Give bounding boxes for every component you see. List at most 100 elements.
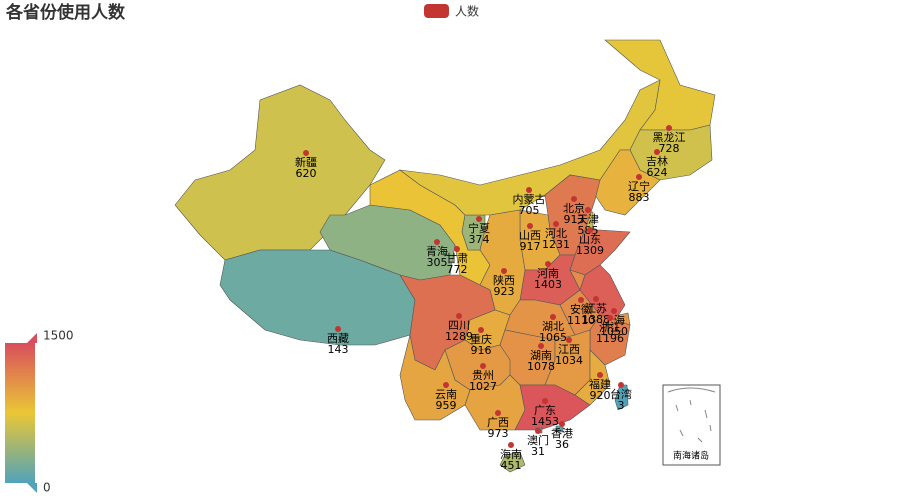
visual-map-handle xyxy=(27,483,37,493)
south-sea-inset: 南海诸岛 xyxy=(662,384,721,466)
province xyxy=(604,39,716,131)
province-name: 北京 xyxy=(563,201,585,215)
province-name: 台湾 xyxy=(610,387,632,401)
province-name: 湖南 xyxy=(530,349,552,362)
marker xyxy=(535,428,541,434)
marker xyxy=(666,125,672,131)
province-value: 973 xyxy=(488,427,509,440)
marker xyxy=(566,337,572,343)
marker xyxy=(571,196,577,202)
province-value: 728 xyxy=(659,142,680,155)
province-value: 1034 xyxy=(555,354,583,367)
province-name: 香港 xyxy=(551,427,573,440)
marker xyxy=(593,296,599,302)
province-name: 甘肃 xyxy=(446,252,468,265)
province-name: 安徽 xyxy=(570,302,592,316)
province-name: 广西 xyxy=(487,416,509,429)
marker xyxy=(454,246,460,252)
province-name: 四川 xyxy=(448,319,470,332)
marker xyxy=(456,313,462,319)
province-name: 新疆 xyxy=(295,155,317,169)
province-name: 山东 xyxy=(579,233,601,246)
province-name: 湖北 xyxy=(542,320,564,333)
marker xyxy=(478,327,484,333)
visual-map-handle xyxy=(27,333,37,343)
province-name: 贵州 xyxy=(472,369,494,382)
province-name: 浙江 xyxy=(599,321,621,334)
province-name: 广东 xyxy=(534,404,556,417)
province-name: 重庆 xyxy=(470,332,492,346)
visual-map-max: 1500 xyxy=(43,329,74,343)
province-name: 云南 xyxy=(435,388,457,401)
inset-label: 南海诸岛 xyxy=(673,450,709,462)
marker xyxy=(501,268,507,274)
province xyxy=(514,384,591,431)
province-name: 辽宁 xyxy=(628,179,650,193)
province-value: 1309 xyxy=(576,244,604,257)
marker xyxy=(597,372,603,378)
province-value: 913 xyxy=(564,213,585,226)
marker xyxy=(303,150,309,156)
province-value: 883 xyxy=(629,191,650,204)
marker xyxy=(526,187,532,193)
marker xyxy=(443,382,449,388)
marker xyxy=(542,398,548,404)
inset-islands xyxy=(675,399,712,443)
marker xyxy=(607,315,613,321)
marker xyxy=(587,227,593,233)
marker xyxy=(538,343,544,349)
marker xyxy=(335,326,341,332)
inset-coast xyxy=(667,387,716,393)
legend-swatch xyxy=(424,4,449,18)
provinces xyxy=(174,39,716,473)
province-value: 1403 xyxy=(534,278,562,291)
province-value: 1110 xyxy=(567,314,595,327)
province-value: 1231 xyxy=(542,238,570,251)
province-value: 36 xyxy=(555,438,569,451)
marker xyxy=(578,297,584,303)
province-value: 1289 xyxy=(445,330,473,343)
province-value: 1078 xyxy=(527,360,555,373)
marker xyxy=(495,410,501,416)
province-value: 923 xyxy=(494,285,515,298)
visual-map-bar xyxy=(5,343,35,483)
province xyxy=(499,451,526,473)
chart-title: 各省份使用人数 xyxy=(5,2,126,23)
province-value: 143 xyxy=(328,343,349,356)
province-value: 1050 xyxy=(600,325,628,338)
province-value: 374 xyxy=(469,233,490,246)
province-name: 江西 xyxy=(558,343,580,356)
marker xyxy=(480,363,486,369)
province-value: 1027 xyxy=(469,380,497,393)
province-value: 620 xyxy=(296,167,317,180)
province-name: 黑龙江 xyxy=(653,131,686,144)
province-name: 福建 xyxy=(589,377,611,391)
marker xyxy=(585,207,591,213)
province-value: 31 xyxy=(531,445,545,458)
province-name: 吉林 xyxy=(646,154,668,168)
province-value: 705 xyxy=(519,204,540,217)
province-name: 天津 xyxy=(577,213,599,226)
legend-label: 人数 xyxy=(455,4,479,19)
marker xyxy=(611,308,617,314)
province-value: 1388 xyxy=(582,313,610,326)
marker xyxy=(618,382,624,388)
province-name: 宁夏 xyxy=(468,221,490,235)
province-name: 山西 xyxy=(519,229,541,242)
province-name: 西藏 xyxy=(327,332,349,345)
marker xyxy=(654,149,660,155)
province-value: 959 xyxy=(436,399,457,412)
marker xyxy=(550,314,556,320)
province-name: 江苏 xyxy=(585,302,607,315)
province xyxy=(574,349,611,406)
province-value: 1453 xyxy=(531,415,559,428)
province-name: 河北 xyxy=(545,227,567,240)
province-name: 陕西 xyxy=(493,273,515,287)
visual-map-min: 0 xyxy=(43,481,51,495)
province-name: 海南 xyxy=(500,447,522,461)
province xyxy=(594,149,661,216)
marker xyxy=(508,442,514,448)
marker xyxy=(476,216,482,222)
